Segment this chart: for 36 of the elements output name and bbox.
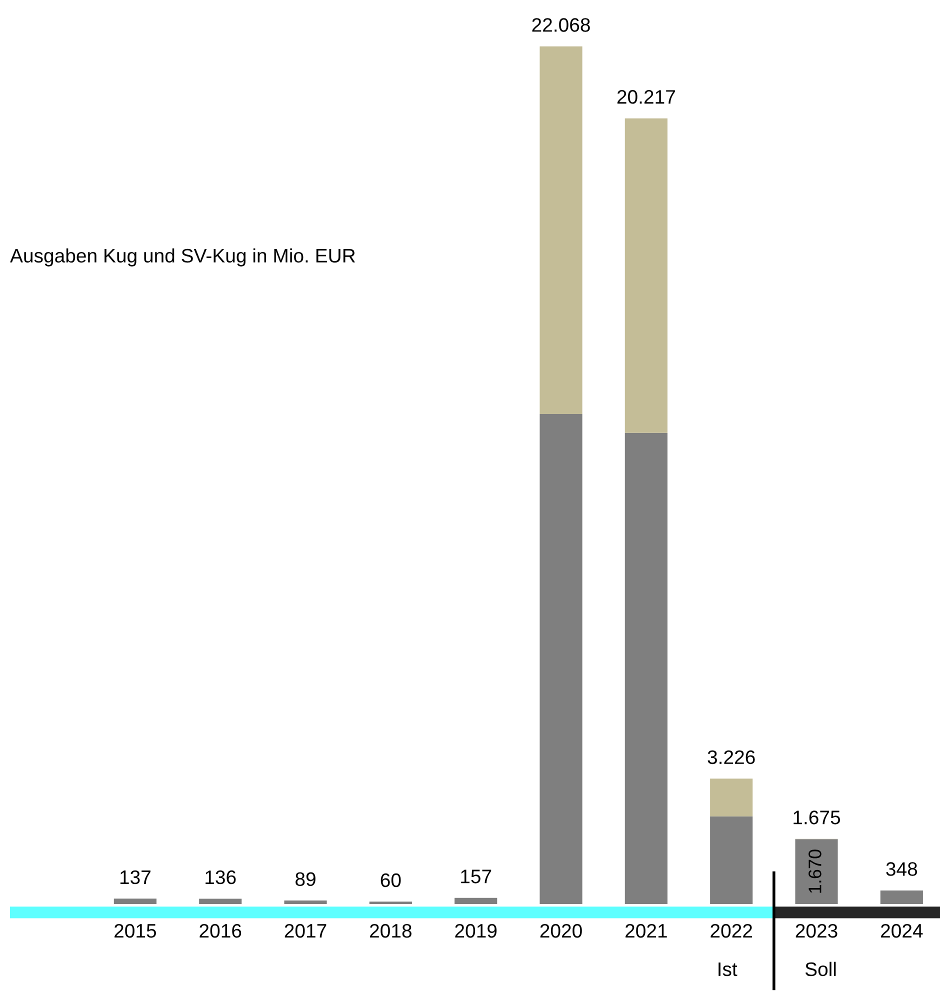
x-tick-label: 2019 — [455, 924, 497, 938]
total-label: 136 — [206, 870, 236, 884]
x-tick-label: 2020 — [540, 924, 582, 938]
bar — [880, 890, 923, 904]
bar — [114, 898, 156, 904]
x-tick-label: 2017 — [284, 924, 326, 938]
total-label: 3.226 — [708, 750, 755, 764]
bar — [624, 432, 668, 904]
x-tick-label: 2021 — [626, 924, 667, 938]
total-label: 89 — [296, 872, 316, 886]
data-label: 1.670 — [808, 850, 822, 893]
x-tick-label: 2024 — [881, 924, 923, 938]
total-label: 20.217 — [617, 90, 675, 104]
total-label: 1.675 — [794, 810, 840, 824]
bar — [284, 900, 327, 904]
x-tick-label: 2015 — [114, 924, 156, 938]
bar — [454, 898, 498, 904]
bar — [710, 816, 753, 904]
total-label: 157 — [461, 870, 492, 884]
bar — [624, 118, 668, 433]
text: Ist — [718, 962, 738, 976]
total-label: 60 — [380, 873, 401, 888]
total-label: 137 — [120, 870, 150, 884]
text: Soll — [805, 962, 836, 976]
x-tick-label: 2022 — [710, 924, 752, 938]
x-tick-label: 2018 — [370, 924, 412, 938]
bar — [540, 414, 582, 904]
total-label: 348 — [886, 862, 918, 876]
bar — [710, 778, 753, 816]
x-tick-label: 2016 — [200, 924, 242, 938]
bar — [199, 898, 242, 904]
bar — [795, 839, 838, 904]
x-tick-label: 2023 — [796, 924, 838, 938]
total-label: 22.068 — [532, 18, 590, 32]
bar — [540, 46, 582, 414]
text: Ausgaben Kug und SV-Kug in Mio. EUR — [10, 248, 355, 266]
